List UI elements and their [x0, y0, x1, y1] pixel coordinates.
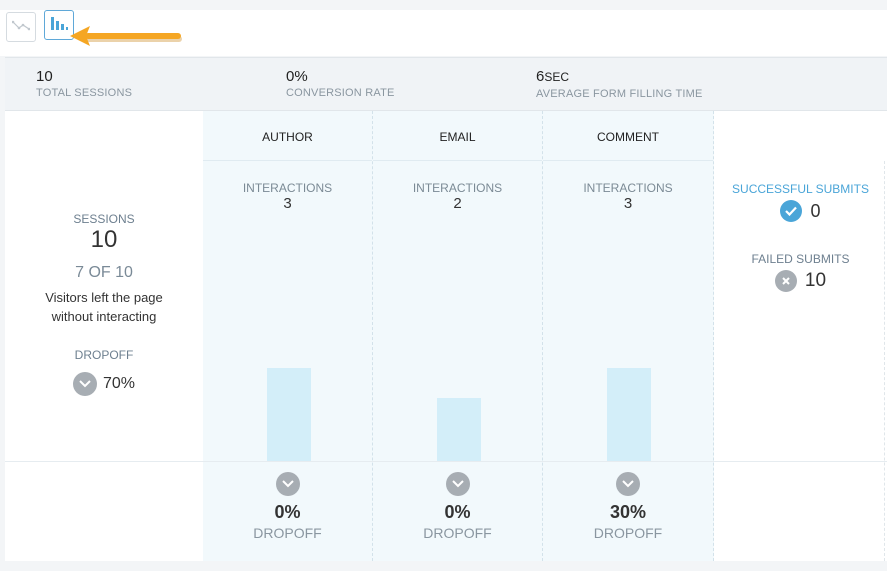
field-name: COMMENT [543, 111, 713, 161]
failed-submits-label: FAILED SUBMITS [751, 252, 850, 266]
field-dropoff-value: 0% [274, 502, 301, 522]
summary-stats-bar: 10 TOTAL SESSIONS 0% CONVERSION RATE 6SE… [5, 57, 887, 111]
interactions-label: INTERACTIONS [242, 181, 333, 195]
field-name: EMAIL [373, 111, 542, 161]
sessions-ratio: 7 OF 10 [75, 264, 133, 281]
interactions-block: INTERACTIONS 2 [373, 181, 542, 212]
field-dropoff: 0% DROPOFF [203, 461, 372, 551]
sessions-value: 10 [90, 226, 118, 253]
successful-submits-label: SUCCESSFUL SUBMITS [732, 182, 869, 196]
x-icon [774, 270, 797, 292]
failed-submits-value: 10 [804, 270, 827, 291]
total-sessions-label: TOTAL SESSIONS [36, 87, 133, 99]
field-dropoff-value: 30% [609, 502, 647, 522]
field-dropoff: 0% DROPOFF [373, 461, 542, 551]
annotation-arrow-icon [66, 26, 184, 53]
row-divider [5, 461, 887, 462]
sessions-panel: SESSIONS 10 7 OF 10 Visitors left the pa… [5, 111, 203, 461]
line-chart-icon [11, 18, 31, 36]
avg-time-unit: SEC [544, 70, 570, 84]
interactions-bar [437, 398, 481, 461]
right-divider [884, 161, 885, 561]
left-dropoff-row: 70% [5, 372, 203, 396]
field-dropoff-label: DROPOFF [593, 525, 663, 541]
check-icon [780, 200, 803, 222]
total-sessions-stat: 10 TOTAL SESSIONS [36, 68, 132, 99]
successful-submits-row: 0 [714, 200, 887, 222]
interactions-value: 3 [623, 195, 633, 212]
conversion-rate-label: CONVERSION RATE [286, 87, 395, 99]
bar-chart-icon [49, 15, 69, 36]
sessions-label: SESSIONS [73, 212, 135, 226]
field-name: AUTHOR [203, 111, 372, 161]
interactions-block: INTERACTIONS 3 [203, 181, 372, 212]
field-dropoff-label: DROPOFF [423, 525, 492, 541]
bar-view-button[interactable] [44, 10, 74, 40]
successful-submits-value: 0 [810, 200, 821, 221]
interactions-bar [607, 368, 651, 461]
avg-time-stat: 6SEC AVERAGE FORM FILLING TIME [536, 68, 703, 100]
view-toolbar [0, 10, 887, 56]
conversion-rate-stat: 0% CONVERSION RATE [286, 68, 395, 99]
interactions-block: INTERACTIONS 3 [543, 181, 713, 212]
field-column-comment: COMMENT INTERACTIONS 3 30% DROPOFF [543, 111, 714, 561]
failed-submits-row: 10 [714, 270, 887, 292]
interactions-label: INTERACTIONS [412, 181, 503, 195]
conversion-rate-value: 0% [286, 68, 308, 85]
interactions-value: 2 [453, 195, 462, 212]
chevron-down-icon [72, 372, 97, 396]
left-dropoff-value: 70% [102, 375, 136, 392]
field-column-email: EMAIL INTERACTIONS 2 0% DROPOFF [373, 111, 543, 561]
avg-time-value: 6 [536, 68, 545, 85]
field-dropoff-label: DROPOFF [253, 525, 322, 541]
form-analytics-panel: SESSIONS 10 7 OF 10 Visitors left the pa… [5, 111, 887, 561]
interactions-value: 3 [283, 195, 292, 212]
interactions-label: INTERACTIONS [583, 181, 673, 195]
total-sessions-value: 10 [36, 68, 53, 85]
chevron-down-icon [275, 472, 300, 496]
avg-time-label: AVERAGE FORM FILLING TIME [536, 88, 703, 100]
line-view-button[interactable] [6, 12, 36, 42]
submits-panel: SUCCESSFUL SUBMITS 0 FAILED SUBMITS 10 [714, 111, 887, 461]
field-dropoff: 30% DROPOFF [543, 461, 713, 551]
field-dropoff-value: 0% [444, 502, 471, 522]
sessions-note-line1: Visitors left the page [45, 290, 163, 305]
chevron-down-icon [616, 472, 640, 496]
field-column-author: AUTHOR INTERACTIONS 3 0% DROPOFF [203, 111, 373, 561]
field-columns: AUTHOR INTERACTIONS 3 0% DROPOFF EMAIL I… [203, 111, 714, 561]
interactions-bar [267, 368, 311, 461]
chevron-down-icon [445, 472, 470, 496]
sessions-note-line2: without interacting [51, 309, 157, 324]
left-dropoff-label: DROPOFF [74, 348, 134, 362]
top-strip [0, 0, 887, 10]
